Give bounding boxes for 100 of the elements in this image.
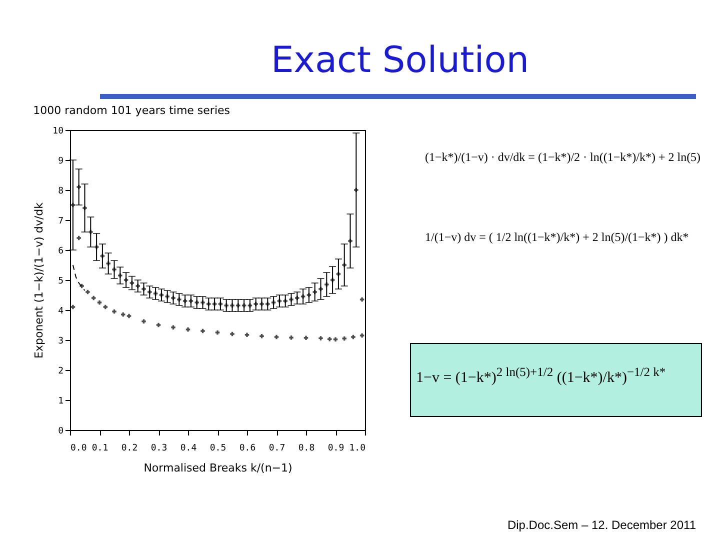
text: 1/(1−v) dv = ( 1/2 ln((1−k*)/k*) + 2 ln(5)/(1−k*) ) dk* bbox=[425, 230, 690, 245]
point bbox=[70, 202, 76, 208]
point bbox=[212, 302, 217, 306]
y-tick-label: 8 bbox=[58, 186, 64, 196]
x-tick-label: 0.4 bbox=[180, 444, 197, 454]
point bbox=[100, 254, 105, 258]
point bbox=[177, 297, 182, 302]
point bbox=[80, 284, 84, 288]
y-tick-label: 6 bbox=[58, 246, 64, 256]
point bbox=[360, 297, 364, 302]
point bbox=[236, 303, 240, 308]
point bbox=[159, 292, 164, 298]
y-tick-label: 3 bbox=[58, 336, 64, 346]
point bbox=[112, 267, 116, 272]
point bbox=[118, 273, 122, 278]
x-tick-label: 1.0 bbox=[349, 444, 366, 454]
point bbox=[266, 302, 270, 306]
point bbox=[274, 334, 279, 340]
point bbox=[254, 302, 258, 306]
x-tick-label: 0.2 bbox=[121, 444, 138, 454]
text: 1−v = (1−k*)$^{2 ln(5)+1/2}$ ((1−k*)/k*)$^{−1/2 k*}$ bbox=[416, 365, 667, 387]
point bbox=[126, 314, 132, 318]
point bbox=[289, 335, 294, 340]
point bbox=[260, 334, 264, 338]
point bbox=[224, 303, 228, 308]
point bbox=[106, 261, 110, 266]
point bbox=[148, 290, 152, 294]
x-tick-label: 0.6 bbox=[239, 444, 256, 454]
point bbox=[242, 303, 246, 308]
point bbox=[186, 327, 190, 332]
point bbox=[277, 298, 282, 304]
x-tick-label: 0.0 bbox=[70, 444, 87, 454]
chart-title: Exact Solution bbox=[270, 40, 530, 81]
point bbox=[360, 333, 364, 338]
point bbox=[200, 328, 205, 334]
y-axis-title: Exponent (1−k)/(1−v) dv/dk bbox=[32, 202, 46, 358]
point bbox=[120, 312, 126, 317]
point bbox=[218, 302, 223, 306]
point bbox=[348, 238, 352, 244]
text: (1−k*)/(1−v) · dv/dk = (1−k*)/2 · ln((1−k*)/k*) + 2 ln(5) bbox=[425, 150, 702, 165]
point bbox=[91, 296, 96, 300]
point bbox=[165, 294, 170, 299]
point bbox=[230, 332, 234, 336]
point bbox=[206, 302, 211, 306]
text: Dip.Doc.Sem – 12. December 2011 bbox=[507, 518, 696, 532]
y-tick-label: 7 bbox=[58, 216, 64, 226]
point bbox=[142, 319, 146, 324]
point bbox=[300, 294, 306, 299]
point bbox=[200, 300, 205, 305]
point bbox=[248, 303, 252, 308]
point bbox=[171, 325, 176, 330]
point bbox=[230, 303, 234, 308]
point bbox=[342, 262, 346, 268]
point bbox=[289, 297, 294, 302]
x-tick-label: 0.1 bbox=[92, 444, 108, 454]
x-tick-label: 0.3 bbox=[150, 444, 168, 454]
point bbox=[88, 230, 93, 234]
point bbox=[182, 298, 188, 304]
point bbox=[333, 337, 338, 342]
point bbox=[94, 244, 99, 250]
point bbox=[142, 286, 146, 292]
point bbox=[76, 236, 81, 240]
x-tick-label: 0.5 bbox=[210, 444, 226, 454]
point bbox=[318, 336, 323, 340]
x-tick-label: 0.8 bbox=[298, 444, 315, 454]
point bbox=[318, 286, 323, 292]
chart-subtitle: 1000 random 101 years time series bbox=[33, 104, 230, 117]
point bbox=[188, 298, 194, 304]
y-tick-label: 0 bbox=[58, 426, 64, 436]
point bbox=[312, 290, 317, 294]
y-tick-label: 9 bbox=[58, 156, 64, 166]
point bbox=[103, 304, 108, 310]
point bbox=[86, 290, 90, 294]
x-tick-label: 0.7 bbox=[268, 444, 286, 454]
y-tick-label: 5 bbox=[58, 276, 64, 286]
point bbox=[283, 298, 288, 304]
y-tick-label: 10 bbox=[52, 126, 64, 136]
point bbox=[130, 280, 134, 286]
point bbox=[324, 282, 329, 287]
point bbox=[112, 309, 116, 314]
point bbox=[271, 300, 276, 305]
x-axis-title: Normalised Breaks k/(n−1) bbox=[144, 462, 292, 474]
point bbox=[306, 292, 312, 298]
point bbox=[194, 300, 199, 305]
point bbox=[244, 332, 250, 338]
point bbox=[136, 284, 140, 288]
point bbox=[171, 296, 176, 300]
point bbox=[82, 206, 87, 210]
point bbox=[153, 291, 158, 296]
point bbox=[354, 188, 358, 192]
point bbox=[76, 184, 81, 190]
point bbox=[97, 300, 102, 305]
y-tick-label: 1 bbox=[58, 396, 64, 406]
point bbox=[156, 322, 161, 328]
point bbox=[336, 272, 341, 276]
x-tick-label: 0.9 bbox=[328, 444, 344, 454]
y-tick-label: 2 bbox=[58, 366, 64, 376]
point bbox=[260, 302, 264, 306]
point bbox=[215, 330, 220, 335]
point bbox=[124, 278, 128, 282]
